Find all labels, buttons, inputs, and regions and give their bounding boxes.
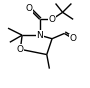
- Text: N: N: [36, 31, 43, 40]
- Text: O: O: [49, 15, 56, 24]
- Text: O: O: [70, 34, 77, 43]
- Text: O: O: [17, 45, 24, 54]
- Text: O: O: [26, 4, 33, 13]
